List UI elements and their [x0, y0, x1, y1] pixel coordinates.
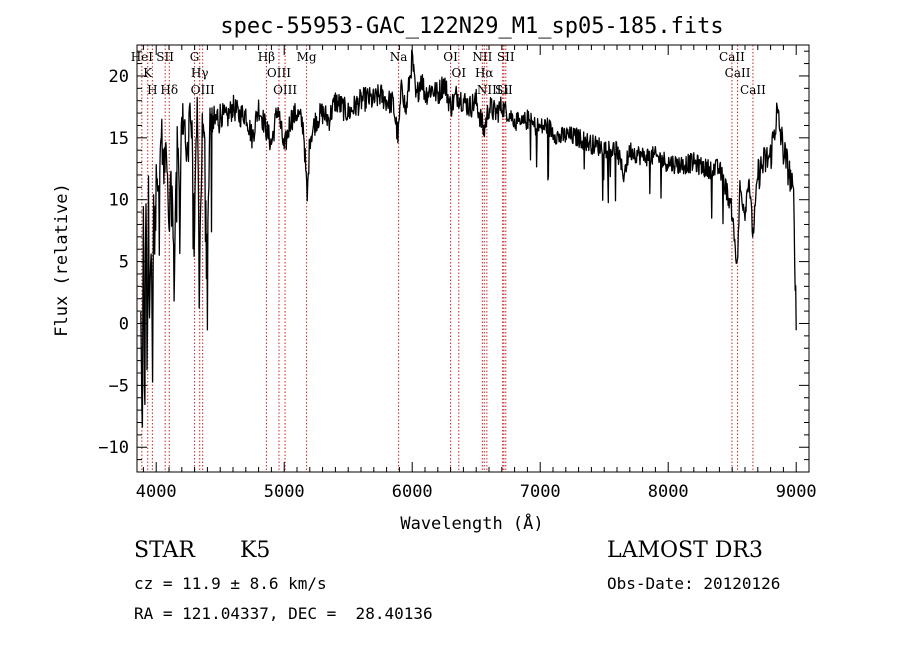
y-axis: −10 −5 0 5 10 15 20 [98, 50, 809, 461]
x-tick-label: 9000 [776, 482, 817, 502]
line-label-OIII: OIII [191, 83, 215, 97]
line-label-CaII: CaII [740, 83, 766, 97]
y-tick-label: −5 [109, 376, 129, 396]
line-label-CaII: CaII [725, 66, 751, 80]
x-axis-label: Wavelength (Å) [400, 512, 543, 534]
line-label-Hγ: Hγ [191, 66, 209, 80]
line-label-Mg: Mg [297, 50, 317, 64]
x-tick-label: 8000 [648, 482, 689, 502]
line-label-SII: SII [497, 50, 515, 64]
line-label-H: H [147, 83, 157, 97]
line-labels: HeI KH SII Hδ G Hγ OIII Hβ OIII OIII Mg Na OI OI NII Hα… [131, 50, 766, 97]
y-tick-label: 5 [119, 253, 129, 273]
line-label-OI: OI [452, 66, 467, 80]
x-tick-label: 4000 [136, 482, 177, 502]
x-tick-label: 6000 [392, 482, 433, 502]
y-tick-label: 20 [109, 67, 129, 87]
line-label-HeI: HeI [131, 50, 154, 64]
line-label-K: K [143, 66, 153, 80]
line-markers [141, 45, 754, 472]
line-label-OIII: OIII [267, 66, 291, 80]
line-label-G: G [190, 50, 200, 64]
line-label-Na: Na [390, 50, 408, 64]
line-label-Li: Li [497, 83, 509, 97]
line-label-OIII: OIII [273, 83, 297, 97]
line-label-SII: SII [495, 83, 513, 97]
x-axis: 4000 5000 6000 7000 8000 9000 [136, 45, 817, 502]
line-label-Hα: Hα [475, 66, 494, 80]
sky-coordinates: RA = 121.04337, DEC = 28.40136 [134, 604, 433, 623]
plot-frame [136, 44, 810, 473]
line-label-OI: OI [443, 50, 458, 64]
line-label-CaII: CaII [719, 50, 745, 64]
chart-title: spec-55953-GAC_122N29_M1_sp05-185.fits [220, 14, 723, 39]
object-subclass: K5 [240, 538, 271, 563]
y-tick-label: 15 [109, 129, 129, 149]
object-class: STAR [134, 538, 195, 563]
line-label-SII: SII [156, 50, 174, 64]
spectrum-line [140, 49, 797, 428]
line-label-NII: NII [472, 50, 492, 64]
line-label-Hβ: Hβ [258, 50, 275, 64]
y-axis-label: Flux (relative) [52, 183, 72, 337]
line-label-Hδ: Hδ [160, 83, 178, 97]
y-tick-label: 0 [119, 314, 129, 334]
observation-date: Obs-Date: 20120126 [607, 574, 781, 593]
y-tick-label: −10 [98, 438, 129, 458]
x-tick-label: 7000 [520, 482, 561, 502]
redshift-cz: cz = 11.9 ± 8.6 km/s [134, 574, 327, 593]
survey-name: LAMOST DR3 [607, 538, 763, 563]
y-tick-label: 10 [109, 191, 129, 211]
x-tick-label: 5000 [264, 482, 305, 502]
line-label-NII: NII [477, 83, 497, 97]
